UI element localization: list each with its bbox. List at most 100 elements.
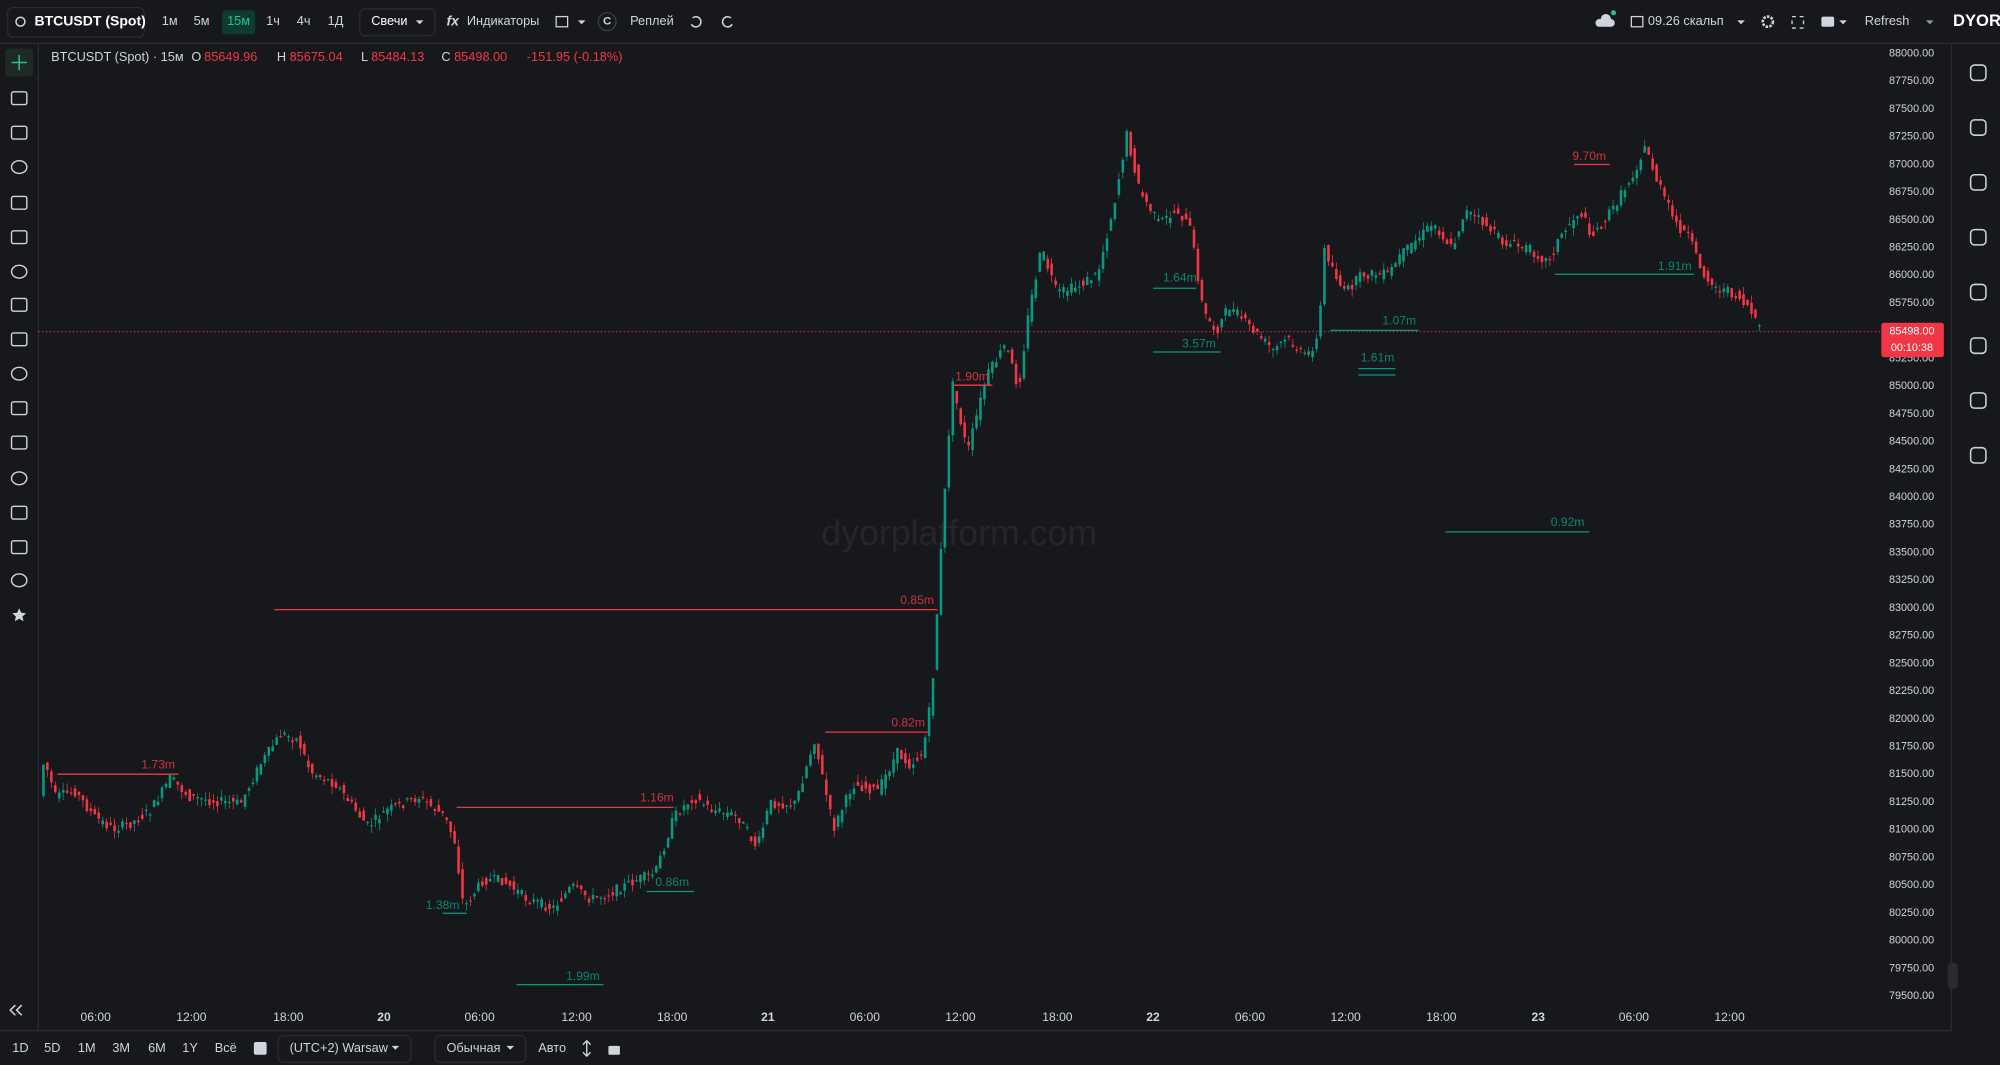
redo-icon[interactable] <box>721 15 733 28</box>
refresh[interactable]: Refresh <box>1865 13 1910 28</box>
sidebar-icon[interactable] <box>1969 392 1987 409</box>
interval-button[interactable]: 5м <box>194 13 210 28</box>
candle-body <box>65 790 69 793</box>
drawing-tool[interactable] <box>10 401 28 416</box>
timezone[interactable]: (UTC+2) Warsaw <box>290 1040 389 1055</box>
interval-button[interactable]: 1м <box>162 13 178 28</box>
fullscreen-icon[interactable] <box>1791 15 1805 29</box>
candle-body <box>1275 346 1279 351</box>
cloud-icon[interactable] <box>1595 14 1615 27</box>
drawing-tool[interactable] <box>10 540 28 555</box>
drawing-tool[interactable] <box>10 125 28 140</box>
candle-body <box>686 804 690 810</box>
candle-body <box>314 775 318 778</box>
sidebar-handle[interactable] <box>1947 962 1958 989</box>
candle-body <box>1046 258 1049 269</box>
camera-icon[interactable] <box>1821 16 1835 27</box>
sidebar-icon[interactable] <box>1969 446 1987 464</box>
drawing-tool[interactable] <box>10 471 28 486</box>
range-button[interactable]: Всё <box>215 1040 237 1055</box>
drawing-tool[interactable] <box>10 230 28 245</box>
sidebar-icon[interactable] <box>1969 119 1987 136</box>
candle-body <box>220 797 223 801</box>
price-label: 80000.00 <box>1889 935 1934 947</box>
sidebar-icon[interactable] <box>1969 173 1987 191</box>
candle-body <box>263 755 267 764</box>
favorites-tool[interactable] <box>12 608 27 622</box>
level-label: 1.91m <box>1658 259 1692 273</box>
drawing-tool[interactable] <box>10 91 28 106</box>
candle-body <box>204 799 207 801</box>
candle-body <box>109 822 112 825</box>
range-button[interactable]: 5D <box>44 1040 60 1055</box>
crosshair-tool[interactable] <box>11 54 27 71</box>
candle-body <box>1655 164 1658 182</box>
collapse-icon[interactable] <box>9 1004 23 1016</box>
range-button[interactable]: 3M <box>112 1040 130 1055</box>
candle-body <box>1754 309 1757 318</box>
layout-icon[interactable] <box>555 15 569 28</box>
indicators[interactable]: Индикаторы <box>467 13 539 28</box>
drawing-tool[interactable] <box>10 160 28 175</box>
sidebar-icon[interactable] <box>1969 337 1987 355</box>
drawing-tool[interactable] <box>10 332 28 347</box>
symbol[interactable]: BTCUSDT (Spot) <box>34 12 145 28</box>
interval-button[interactable]: 1Д <box>328 13 344 28</box>
compare-circle[interactable] <box>597 12 617 32</box>
style-box[interactable] <box>359 8 436 37</box>
candle-body <box>1240 316 1243 319</box>
candle-body <box>303 744 306 755</box>
dropdown-arrow <box>1737 20 1745 25</box>
sidebar-icon[interactable] <box>1969 228 1987 246</box>
settings-icon[interactable] <box>1761 15 1775 29</box>
level-label: 9.70m <box>1572 149 1606 163</box>
candle-body <box>856 782 860 786</box>
scale-mode[interactable]: Обычная <box>446 1040 500 1055</box>
drawing-tool[interactable] <box>10 573 28 588</box>
candle-body <box>1026 315 1030 349</box>
candle-body <box>939 549 943 615</box>
candle-body <box>1038 253 1042 272</box>
layout-name[interactable]: 09.26 скальп <box>1648 13 1724 28</box>
candle-body <box>512 881 516 890</box>
sidebar-icon[interactable] <box>1969 64 1987 82</box>
candle-body <box>666 838 670 848</box>
legend-change: -151.95 (-0.18%) <box>527 49 623 64</box>
range-button[interactable]: 6M <box>148 1040 166 1055</box>
time-label: 18:00 <box>1042 1010 1073 1024</box>
lock-icon[interactable] <box>608 1045 620 1055</box>
replay[interactable]: Реплей <box>630 13 674 28</box>
sidebar-icon[interactable] <box>1969 283 1987 301</box>
scale-mode-box[interactable] <box>434 1035 527 1064</box>
undo-icon[interactable] <box>690 15 702 28</box>
chart-style[interactable]: Свечи <box>371 13 407 28</box>
drawing-tool[interactable] <box>10 297 28 312</box>
compare[interactable]: C <box>603 16 611 28</box>
candle-body <box>1552 253 1556 255</box>
calendar-icon[interactable] <box>253 1042 267 1055</box>
candle-body <box>46 762 49 771</box>
drawing-tool[interactable] <box>10 435 28 450</box>
interval-button[interactable]: 1ч <box>266 13 280 28</box>
timezone-box[interactable] <box>277 1035 412 1064</box>
time-label: 06:00 <box>81 1010 112 1024</box>
interval-button[interactable]: 15м <box>227 13 250 28</box>
candle-body <box>1335 269 1338 279</box>
candle-body <box>481 881 484 886</box>
scale-arrows[interactable] <box>582 1039 592 1058</box>
drawing-tool[interactable] <box>10 505 28 520</box>
range-button[interactable]: 1Y <box>182 1040 198 1055</box>
candle-body <box>1596 227 1599 230</box>
candle-body <box>1457 231 1461 237</box>
candle-body <box>931 678 935 716</box>
drawing-tool[interactable] <box>10 195 28 210</box>
level-label: 3.57m <box>1182 337 1216 351</box>
drawing-tool[interactable] <box>10 264 28 279</box>
range-button[interactable]: 1M <box>78 1040 96 1055</box>
drawing-tool[interactable] <box>10 366 28 381</box>
range-button[interactable]: 1D <box>12 1040 28 1055</box>
interval-button[interactable]: 4ч <box>297 13 311 28</box>
auto-scale[interactable]: Авто <box>538 1040 566 1055</box>
time-label: 06:00 <box>850 1010 881 1024</box>
symbol-box[interactable] <box>7 7 145 38</box>
